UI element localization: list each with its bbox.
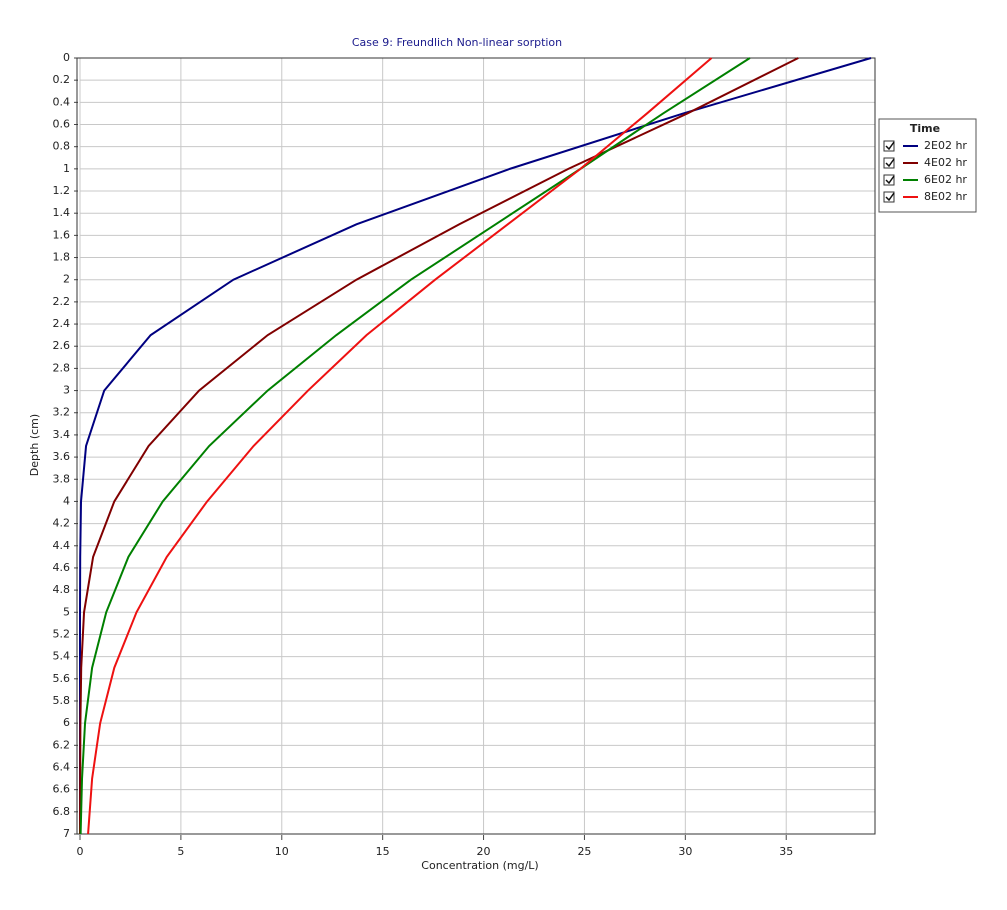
- y-tick-label: 7: [63, 827, 70, 840]
- y-tick-label: 4.6: [53, 561, 71, 574]
- x-tick-label: 0: [77, 845, 84, 858]
- y-tick-label: 5.2: [53, 627, 71, 640]
- y-tick-label: 2: [63, 273, 70, 286]
- y-tick-label: 6.4: [53, 760, 71, 773]
- y-tick-label: 6.2: [53, 738, 71, 751]
- x-tick-label: 35: [779, 845, 793, 858]
- x-tick-label: 10: [275, 845, 289, 858]
- y-tick-label: 4: [63, 494, 70, 507]
- y-tick-label: 1: [63, 162, 70, 175]
- y-tick-label: 1.6: [53, 228, 71, 241]
- y-tick-label: 3.8: [53, 472, 71, 485]
- legend-label: 4E02 hr: [924, 156, 967, 169]
- y-tick-label: 6.6: [53, 783, 71, 796]
- y-tick-label: 2.2: [53, 295, 71, 308]
- legend-label: 2E02 hr: [924, 139, 967, 152]
- y-tick-label: 3.2: [53, 406, 71, 419]
- y-tick-label: 0.8: [53, 140, 71, 153]
- y-tick-label: 1.4: [53, 206, 71, 219]
- y-tick-label: 4.4: [53, 539, 71, 552]
- x-tick-label: 30: [678, 845, 692, 858]
- y-tick-label: 0.2: [53, 73, 71, 86]
- y-tick-label: 5.6: [53, 672, 71, 685]
- y-tick-label: 2.4: [53, 317, 71, 330]
- x-tick-label: 15: [376, 845, 390, 858]
- legend-checkbox[interactable]: [883, 157, 895, 169]
- legend-label: 6E02 hr: [924, 173, 967, 186]
- x-axis-title: Concentration (mg/L): [421, 859, 538, 872]
- legend-box: [878, 118, 977, 213]
- y-tick-label: 1.2: [53, 184, 71, 197]
- y-tick-label: 3: [63, 384, 70, 397]
- y-tick-label: 4.8: [53, 583, 71, 596]
- legend: Time 2E02 hr 4E02 hr 6E02 hr 8E02 hr: [878, 118, 977, 213]
- y-tick-label: 0.4: [53, 95, 71, 108]
- y-tick-label: 3.6: [53, 450, 71, 463]
- y-tick-label: 5: [63, 605, 70, 618]
- series-line: [79, 57, 751, 835]
- y-tick-label: 0: [63, 51, 70, 64]
- legend-checkbox[interactable]: [883, 174, 895, 186]
- x-tick-label: 5: [177, 845, 184, 858]
- series-line: [79, 57, 799, 835]
- x-tick-label: 20: [477, 845, 491, 858]
- y-tick-label: 3.4: [53, 428, 71, 441]
- y-tick-label: 6: [63, 716, 70, 729]
- y-tick-label: 2.6: [53, 339, 71, 352]
- legend-title: Time: [910, 122, 940, 135]
- y-tick-label: 2.8: [53, 361, 71, 374]
- y-tick-label: 5.4: [53, 650, 71, 663]
- legend-checkbox[interactable]: [883, 191, 895, 203]
- check-mark: [885, 192, 895, 202]
- check-mark: [885, 141, 895, 151]
- y-tick-label: 5.8: [53, 694, 71, 707]
- chart-title: Case 9: Freundlich Non-linear sorption: [352, 36, 562, 49]
- y-tick-label: 6.8: [53, 805, 71, 818]
- series-line: [87, 57, 713, 835]
- legend-checkbox[interactable]: [883, 140, 895, 152]
- legend-label: 8E02 hr: [924, 190, 967, 203]
- plot-frame: [76, 57, 876, 835]
- y-tick-label: 4.2: [53, 517, 71, 530]
- y-tick-label: 1.8: [53, 251, 71, 264]
- y-axis-title: Depth (cm): [28, 414, 41, 476]
- y-tick-label: 0.6: [53, 118, 71, 131]
- check-mark: [885, 158, 895, 168]
- check-mark: [885, 175, 895, 185]
- x-tick-label: 25: [577, 845, 591, 858]
